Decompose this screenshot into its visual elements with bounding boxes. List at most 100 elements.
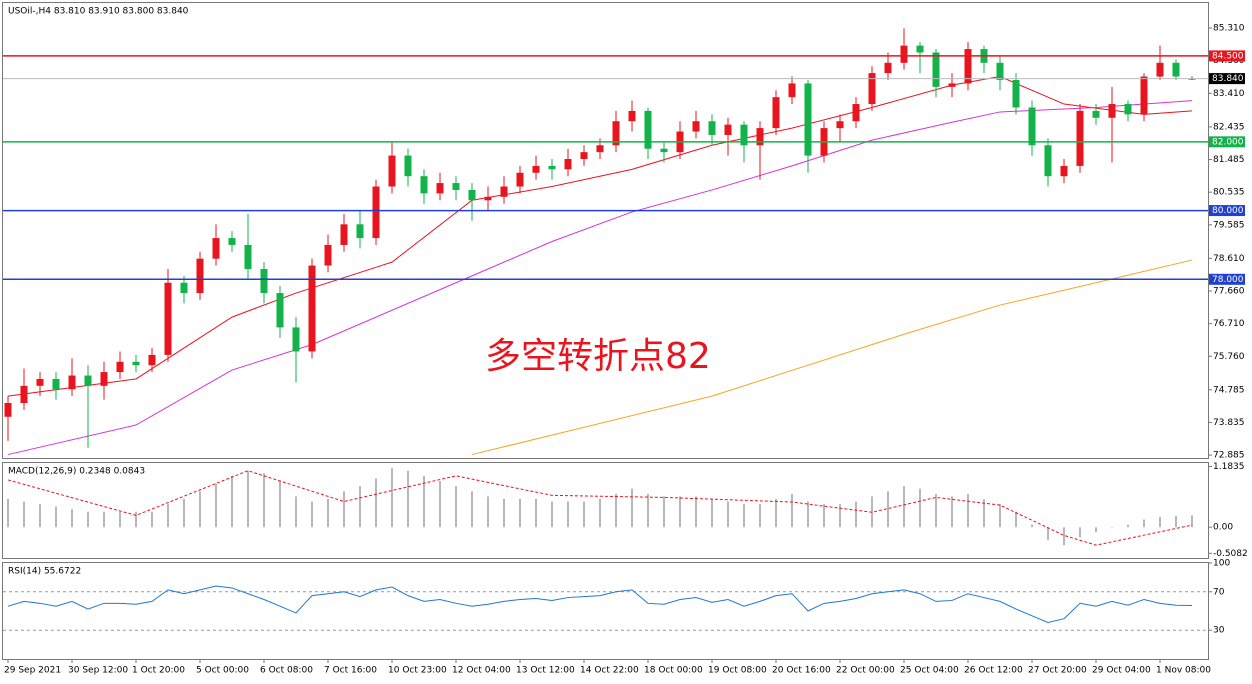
x-tick-label: 13 Oct 12:00 <box>516 666 575 676</box>
candle-body <box>1156 62 1164 77</box>
macd-bar <box>519 498 521 528</box>
candle-body <box>324 244 332 266</box>
macd-bar <box>663 496 665 528</box>
candle-body <box>340 224 348 245</box>
macd-bar <box>263 473 265 528</box>
macd-bar <box>999 504 1001 528</box>
x-tick-label: 6 Oct 08:00 <box>260 666 313 676</box>
price-label: 83.840 <box>1212 74 1244 84</box>
y-tick-label: 79.585 <box>1213 220 1245 230</box>
candle-body <box>772 97 780 129</box>
macd-bar <box>279 480 281 528</box>
macd-bar <box>583 501 585 528</box>
x-tick-label: 20 Oct 16:00 <box>772 666 831 676</box>
macd-bar <box>1079 527 1081 538</box>
candle-body <box>228 238 236 245</box>
candle-body <box>964 49 972 84</box>
x-tick-label: 12 Oct 04:00 <box>452 666 511 676</box>
macd-bar <box>935 493 937 528</box>
candle-body <box>916 45 924 53</box>
candle-body <box>644 110 652 149</box>
x-tick-label: 25 Oct 04:00 <box>900 666 959 676</box>
candle-body <box>532 165 540 173</box>
candle-body <box>1188 78 1196 80</box>
macd-bar <box>727 501 729 528</box>
macd-bar <box>119 511 121 528</box>
macd-bar <box>1111 527 1113 528</box>
candle-body <box>308 265 316 352</box>
candle-body <box>1044 145 1052 177</box>
candle-body <box>260 268 268 294</box>
candle-body <box>292 327 300 352</box>
candle-body <box>484 196 492 201</box>
macd-bar <box>247 470 249 528</box>
macd-bar <box>1143 519 1145 528</box>
macd-bar <box>983 498 985 528</box>
x-tick-label: 30 Sep 12:00 <box>68 666 128 676</box>
y-tick-label: 73.835 <box>1213 418 1245 428</box>
macd-bar <box>183 498 185 528</box>
macd-bar <box>823 504 825 528</box>
candle-body <box>500 186 508 197</box>
candle-body <box>1028 107 1036 146</box>
candle-body <box>116 361 124 373</box>
y-tick-label: 81.485 <box>1213 155 1245 165</box>
macd-bar <box>103 511 105 528</box>
candle-body <box>372 186 380 239</box>
x-tick-label: 22 Oct 00:00 <box>836 666 895 676</box>
candle-body <box>100 372 108 386</box>
candle-body <box>660 148 668 153</box>
macd-bar <box>839 504 841 528</box>
rsi-panel-frame <box>2 562 1209 660</box>
macd-bar <box>535 498 537 528</box>
candle-body <box>1172 62 1180 77</box>
y-tick-label: 100 <box>1213 559 1230 569</box>
macd-bar <box>87 511 89 528</box>
macd-bar <box>327 498 329 528</box>
macd-bar <box>615 493 617 528</box>
macd-bar <box>887 491 889 528</box>
panel-title: RSI(14) 55.6722 <box>8 567 81 577</box>
macd-bar <box>55 506 57 528</box>
macd-bar <box>23 501 25 528</box>
candle-body <box>724 124 732 135</box>
macd-bar <box>743 504 745 528</box>
panel-title: USOil-,H4 83.810 83.910 83.800 83.840 <box>8 7 189 17</box>
candle-body <box>612 121 620 146</box>
rsi-line <box>7 585 1193 624</box>
macd-bar <box>503 498 505 528</box>
macd-bar <box>231 475 233 528</box>
x-tick-label: 29 Oct 04:00 <box>1092 666 1151 676</box>
macd-bar <box>967 493 969 528</box>
y-tick-label: 74.785 <box>1213 385 1245 395</box>
candle-body <box>836 121 844 129</box>
candle-body <box>452 183 460 190</box>
candle-body <box>756 128 764 146</box>
candle-body <box>404 155 412 177</box>
candle-body <box>212 238 220 259</box>
macd-bar <box>775 498 777 528</box>
y-tick-label: 30 <box>1213 626 1225 636</box>
panel-title: MACD(12,26,9) 0.2348 0.0843 <box>8 467 145 477</box>
macd-bar <box>311 501 313 528</box>
candle-body <box>852 104 860 122</box>
macd-bar <box>807 501 809 528</box>
price-label: 84.500 <box>1212 51 1244 61</box>
macd-bar <box>391 468 393 528</box>
candle-body <box>596 145 604 153</box>
candle-body <box>148 354 156 366</box>
y-tick-label: 72.885 <box>1213 451 1245 461</box>
price-label: 78.000 <box>1212 275 1244 285</box>
candle-body <box>516 172 524 187</box>
price-label: 82.000 <box>1212 137 1244 147</box>
candle-body <box>84 375 92 386</box>
candle-body <box>996 62 1004 80</box>
candle-body <box>244 244 252 269</box>
x-tick-label: 1 Oct 20:00 <box>132 666 185 676</box>
candle-body <box>52 378 60 390</box>
price-label: 80.000 <box>1212 206 1244 216</box>
macd-bar <box>71 509 73 528</box>
candle-body <box>388 155 396 187</box>
